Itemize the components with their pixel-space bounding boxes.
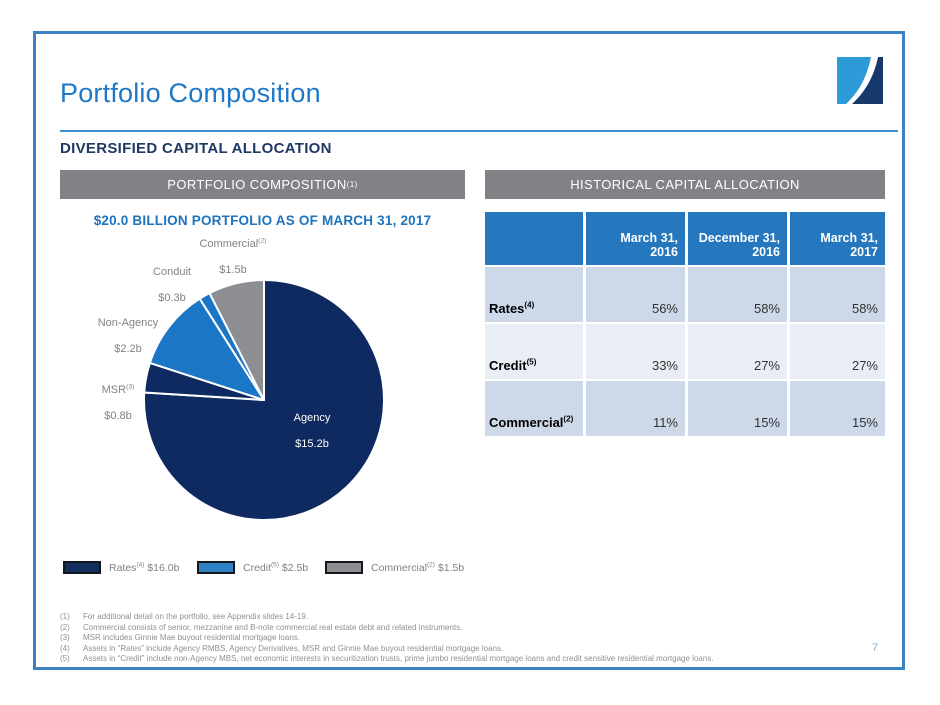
row-label-text: Commercial(2)	[489, 414, 574, 430]
pie-label-value: $15.2b	[295, 438, 329, 450]
pie-slice-non-agency	[148, 297, 265, 401]
pie-slice-commercial	[208, 279, 265, 401]
footnote-marker: (4)	[524, 300, 535, 310]
footnote: (1) For additional detail on the portfoli…	[60, 612, 840, 623]
pie-label-name: Non-Agency	[97, 317, 159, 329]
legend-item-credit: Credit(5) $2.5b	[197, 561, 308, 574]
footnote: (2) Commercial consists of senior, mezzan…	[60, 623, 840, 634]
column-header-line: December 31,	[698, 230, 780, 245]
footnote: (3) MSR includes Ginnie Mae buyout reside…	[60, 633, 840, 644]
slide-border	[33, 31, 905, 670]
table-value-cell: 15%	[790, 381, 885, 436]
table-value-cell: 15%	[688, 381, 787, 436]
table-corner-cell	[485, 212, 583, 265]
table-value-cell: 58%	[688, 267, 787, 322]
legend-label: Rates(4) $16.0b	[109, 561, 180, 574]
pie-label-value: $0.8b	[104, 410, 132, 422]
table-value-cell: 33%	[586, 324, 685, 379]
page-title: Portfolio Composition	[60, 78, 321, 108]
pie-label-name: MSR(3)	[101, 383, 135, 396]
footnotes: (1) For additional detail on the portfoli…	[60, 612, 840, 665]
table-value-cell: 27%	[790, 324, 885, 379]
footnote-marker: (2)	[563, 414, 574, 424]
pie-label-value: $2.2b	[114, 343, 142, 355]
footnote-number: (5)	[60, 654, 70, 664]
title-divider	[60, 130, 898, 132]
slide-subtitle: DIVERSIFIED CAPITAL ALLOCATION	[60, 140, 332, 157]
pie-chart-title: $20.0 BILLION PORTFOLIO AS OF MARCH 31, …	[93, 213, 432, 228]
table-row-label: Credit(5)	[485, 324, 583, 379]
footnote: (5) Assets in “Credit” include non-Agency…	[60, 654, 840, 665]
footnote-text: MSR includes Ginnie Mae buyout residenti…	[83, 633, 301, 643]
footnote-marker: (2)	[258, 237, 267, 245]
portfolio-pie-chart	[143, 279, 385, 521]
legend-label: Commercial(2) $1.5b	[371, 561, 465, 574]
table-column-header: December 31, 2016	[688, 212, 787, 265]
footnote-marker: (2)	[427, 561, 435, 568]
portfolio-composition-section-header: PORTFOLIO COMPOSITION (1)	[60, 170, 465, 199]
footnote-text: Assets in “Credit” include non-Agency MB…	[83, 654, 714, 664]
footnote-number: (2)	[60, 622, 70, 632]
footnote-marker: (4)	[136, 561, 145, 568]
historical-allocation-section-header: HISTORICAL CAPITAL ALLOCATION	[485, 170, 885, 199]
table-value-cell: 58%	[790, 267, 885, 322]
pie-label-non-agency: Non-Agency $2.2b	[98, 310, 159, 362]
footnote-number: (3)	[60, 633, 70, 643]
table-column-header: March 31, 2017	[790, 212, 885, 265]
footnote-text: For additional detail on the portfolio, …	[83, 612, 309, 621]
historical-allocation-table: March 31, 2016 December 31, 2016 March 31, 20…	[485, 212, 885, 436]
pie-label-conduit: Conduit $0.3b	[153, 259, 191, 311]
column-header-line: March 31,	[620, 230, 678, 245]
table-column-header: March 31, 2016	[586, 212, 685, 265]
legend-label: Credit(5) $2.5b	[243, 561, 309, 574]
row-label-text: Credit(5)	[489, 357, 537, 373]
pie-label-name: Conduit	[153, 266, 191, 278]
footnote-text: Assets in “Rates” include Agency RMBS, A…	[83, 643, 504, 653]
pie-slice-agency	[143, 279, 385, 521]
table-row-label: Rates(4)	[485, 267, 583, 322]
page-number: 7	[872, 642, 879, 654]
footnote-number: (1)	[60, 612, 70, 621]
footnote: (4) Assets in “Rates” include Agency RMBS…	[60, 644, 840, 655]
footnote-text: Commercial consists of senior, mezzanine…	[83, 622, 463, 632]
column-header-line: 2016	[752, 245, 780, 260]
pie-label-msr: MSR(3) $0.8b	[102, 377, 135, 429]
company-logo	[837, 57, 883, 104]
footnote-marker: (5)	[526, 357, 537, 367]
pie-label-agency: Agency $15.2b	[294, 405, 331, 457]
footnote-marker: (5)	[271, 561, 279, 568]
table-row-label: Commercial(2)	[485, 381, 583, 436]
footnote-marker: (3)	[126, 383, 135, 391]
column-header-line: 2016	[650, 245, 678, 260]
row-label-text: Rates(4)	[489, 300, 535, 316]
table-value-cell: 56%	[586, 267, 685, 322]
table-value-cell: 27%	[688, 324, 787, 379]
table-value-cell: 11%	[586, 381, 685, 436]
legend-item-commercial: Commercial(2) $1.5b	[325, 561, 464, 574]
legend-swatch	[63, 561, 101, 574]
column-header-line: March 31,	[820, 230, 878, 245]
legend-swatch	[197, 561, 235, 574]
legend-swatch	[325, 561, 363, 574]
pie-label-name: Agency	[293, 412, 331, 424]
pie-label-value: $0.3b	[158, 292, 186, 304]
pie-label-name: Commercial(2)	[199, 237, 267, 250]
legend-item-rates: Rates(4) $16.0b	[63, 561, 179, 574]
footnote-number: (4)	[60, 643, 70, 653]
pie-label-commercial: Commercial(2) $1.5b	[199, 231, 266, 283]
pie-label-value: $1.5b	[219, 264, 247, 276]
column-header-line: 2017	[850, 245, 878, 260]
